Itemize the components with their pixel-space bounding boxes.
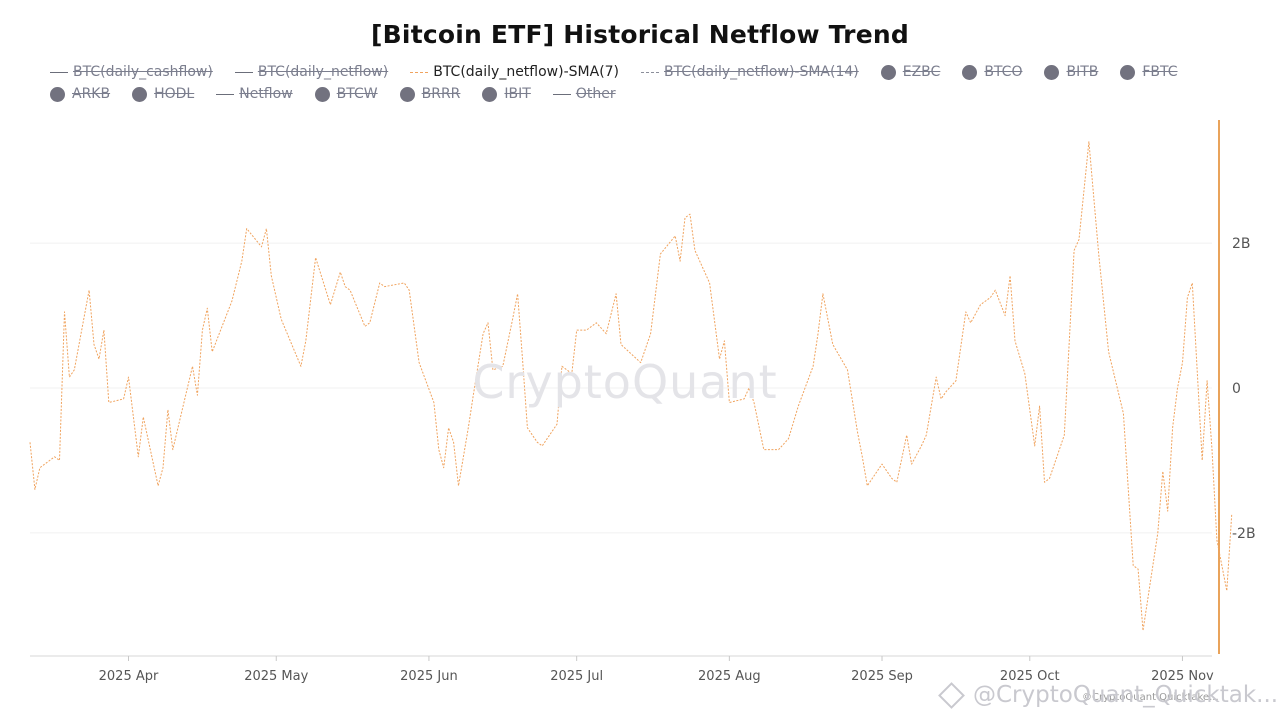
legend-item-ezbc[interactable]: EZBC [880, 62, 941, 82]
legend-item-btcw[interactable]: BTCW [314, 84, 378, 104]
x-tick-label: 2025 Jul [550, 669, 603, 684]
legend-item-arkb[interactable]: ARKB [50, 84, 110, 104]
legend-label: BTC(daily_netflow) [257, 64, 389, 80]
chart-title: [Bitcoin ETF] Historical Netflow Trend [371, 20, 909, 49]
footer-brand: @CryptoQuant_Quicktak... [938, 680, 1278, 710]
legend-item-btc-daily-netflow-sma-7[interactable]: BTC(daily_netflow)-SMA(7) [410, 62, 619, 82]
legend-line-icon [234, 71, 253, 73]
y-tick-label: 2B [1232, 236, 1251, 252]
legend-item-hodl[interactable]: HODL [132, 84, 194, 104]
legend-item-brrr[interactable]: BRRR [399, 84, 461, 104]
legend-item-fbtc[interactable]: FBTC [1120, 62, 1178, 82]
legend-item-other[interactable]: Other [552, 84, 616, 104]
legend-dot-icon [962, 64, 978, 80]
series-line-sma7 [29, 141, 1233, 632]
x-tick-label: 2025 Oct [1000, 669, 1060, 684]
legend-label: BTC(daily_cashflow) [73, 64, 213, 80]
legend-label: FBTC [1142, 64, 1178, 80]
x-tick-label: 2025 Nov [1151, 669, 1214, 684]
legend-dot-icon [50, 86, 65, 102]
legend-dot-icon [132, 86, 148, 102]
legend-label: BTCW [336, 86, 378, 102]
legend-item-btco[interactable]: BTCO [962, 62, 1022, 82]
legend-dot-icon [399, 86, 415, 102]
legend-item-bitb[interactable]: BITB [1044, 62, 1098, 82]
legend-label: ARKB [72, 86, 111, 102]
legend-line-icon [552, 93, 571, 95]
legend-item-ibit[interactable]: IBIT [482, 84, 531, 104]
legend-item-netflow[interactable]: Netflow [216, 84, 293, 104]
legend-label: BRRR [421, 86, 461, 102]
legend-line-icon [50, 71, 68, 73]
legend-label: Other [575, 86, 616, 102]
x-tick-label: 2025 Jun [400, 669, 458, 684]
legend-item-btc-daily-netflow-sma-14[interactable]: BTC(daily_netflow)-SMA(14) [641, 62, 859, 82]
legend-sma7-icon [410, 71, 429, 73]
y-tick-label: 0 [1232, 381, 1241, 397]
credit-small-text: ©CryptoQuant Quicktake... [1082, 692, 1219, 703]
legend-line-icon [216, 93, 235, 95]
legend-label: BTC(daily_netflow)-SMA(14) [664, 64, 859, 80]
chart-legend: BTC(daily_cashflow) BTC(daily_netflow) BTC… [50, 62, 1240, 104]
legend-dot-icon [482, 86, 498, 102]
legend-label: BTCO [984, 64, 1023, 80]
x-tick-label: 2025 Apr [99, 669, 159, 684]
footer-credit: @CryptoQuant_Quicktak... [973, 682, 1279, 708]
legend-dot-icon [1120, 64, 1136, 80]
x-tick-label: 2025 May [244, 669, 308, 684]
legend-label: Netflow [239, 86, 293, 102]
legend-dashed-icon [641, 71, 660, 73]
legend-dot-icon [314, 86, 330, 102]
legend-label: BTC(daily_netflow)-SMA(7) [433, 64, 620, 80]
x-tick-label: 2025 Aug [698, 669, 761, 684]
legend-label: BITB [1066, 64, 1099, 80]
brand-diamond-icon [938, 681, 965, 709]
legend-dot-icon [880, 64, 896, 80]
legend-label: HODL [154, 86, 195, 102]
y-tick-label: -2B [1232, 526, 1256, 542]
x-tick-label: 2025 Sep [851, 669, 913, 684]
legend-item-btc-daily-netflow[interactable]: BTC(daily_netflow) [234, 62, 389, 82]
legend-label: IBIT [504, 86, 531, 102]
legend-dot-icon [1044, 64, 1060, 80]
legend-item-btc-daily-cashflow[interactable]: BTC(daily_cashflow) [50, 62, 213, 82]
legend-label: EZBC [902, 64, 941, 80]
